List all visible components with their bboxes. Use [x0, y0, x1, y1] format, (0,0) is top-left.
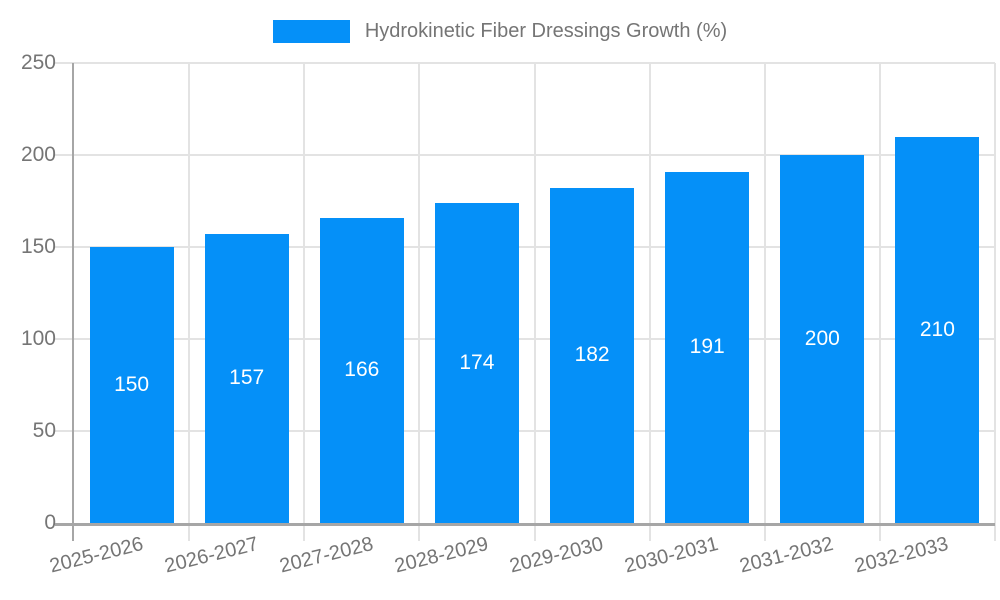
- v-gridline: [763, 63, 766, 523]
- bar-value-label: 150: [114, 373, 150, 396]
- bar-2032-2033[interactable]: 210: [895, 136, 980, 523]
- x-tick: [878, 523, 881, 541]
- plot-area: 0 50 100 150 200 250 150 2025-2026 157 2026-2027 1…: [21, 51, 996, 577]
- bar-2029-2030[interactable]: 182: [550, 188, 635, 523]
- bar-2026-2027[interactable]: 157: [204, 234, 289, 523]
- bar-2030-2031[interactable]: 191: [665, 171, 750, 523]
- legend-label: Hydrokinetic Fiber Dressings Growth (%): [364, 20, 728, 42]
- y-tick: [55, 62, 74, 64]
- v-gridline: [878, 63, 881, 523]
- x-tick: [763, 523, 766, 541]
- x-tick: [648, 523, 651, 541]
- x-tick: [533, 523, 536, 541]
- bar-2027-2028[interactable]: 166: [319, 217, 404, 523]
- x-tick: [418, 523, 421, 541]
- bar-2028-2029[interactable]: 174: [434, 202, 519, 523]
- v-gridline: [418, 63, 421, 523]
- y-axis-tick-label: 50: [32, 419, 56, 442]
- y-axis-tick-label: 200: [20, 143, 56, 166]
- y-axis-tick-label: 100: [20, 327, 56, 350]
- bar-value-label: 182: [574, 343, 610, 367]
- y-tick: [55, 430, 74, 432]
- y-axis-line: [72, 63, 74, 541]
- x-axis-line: [55, 523, 995, 526]
- bar-value-label: 157: [229, 366, 265, 390]
- v-gridline: [303, 63, 306, 523]
- bar-2025-2026[interactable]: 150: [89, 247, 174, 523]
- bar-value-label: 174: [459, 350, 495, 374]
- bar-value-label: 210: [919, 317, 955, 341]
- x-tick: [188, 523, 191, 541]
- v-gridline: [994, 63, 996, 523]
- legend-swatch-icon: [272, 20, 350, 43]
- y-axis-tick-label: 0: [44, 511, 56, 534]
- bar-value-label: 191: [689, 335, 725, 359]
- y-tick: [55, 246, 74, 248]
- v-gridline: [188, 63, 191, 523]
- legend[interactable]: Hydrokinetic Fiber Dressings Growth (%): [0, 20, 1000, 43]
- bar-value-label: 200: [804, 327, 840, 350]
- bar-2031-2032[interactable]: 200: [780, 155, 865, 523]
- x-tick: [303, 523, 306, 541]
- y-tick: [55, 154, 74, 156]
- x-tick: [994, 523, 996, 541]
- y-axis-tick-label: 250: [20, 51, 56, 74]
- y-tick: [55, 338, 74, 340]
- bar-value-label: 166: [344, 358, 380, 382]
- y-axis-tick-label: 150: [20, 235, 56, 258]
- v-gridline: [648, 63, 651, 523]
- v-gridline: [533, 63, 536, 523]
